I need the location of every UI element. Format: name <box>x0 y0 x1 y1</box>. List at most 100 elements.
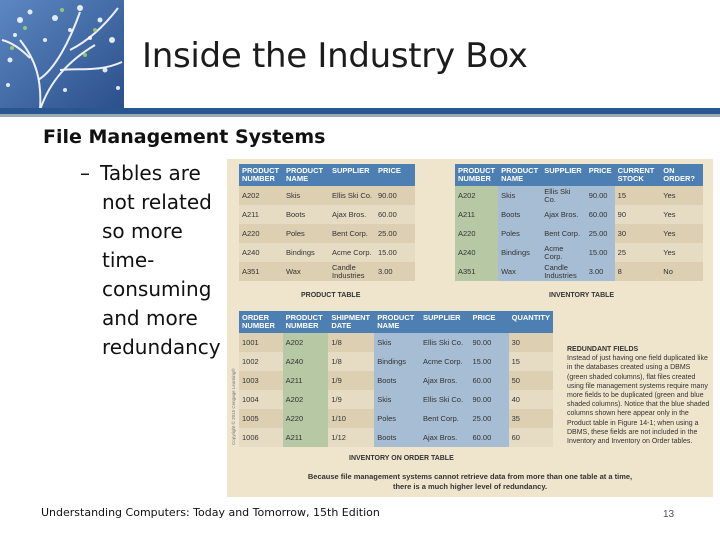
table-cell: 1/9 <box>328 390 375 409</box>
column-header: SUPPLIER <box>420 311 470 333</box>
table-row: 1001 A202 1/8 Skis Ellis Ski Co. 90.00 30 <box>239 333 553 352</box>
table-cell: 3.00 <box>585 262 615 281</box>
table-cell: Wax <box>283 262 329 281</box>
order-table: ORDER NUMBER PRODUCT NUMBER SHIPMENT DATE P… <box>239 311 553 447</box>
table-cell: 1/8 <box>328 352 375 371</box>
table-cell: 50 <box>508 371 553 390</box>
table-cell: A202 <box>282 333 329 352</box>
table-cell: Acme Corp. <box>329 243 375 262</box>
table-cell: 25 <box>614 243 661 262</box>
table-row: 1002 A240 1/8 Bindings Acme Corp. 15.00 15 <box>239 352 553 371</box>
redundant-fields-note: REDUNDANT FIELDS Instead of just having … <box>567 345 712 446</box>
table-cell: A202 <box>239 186 283 205</box>
table-cell: Bent Corp. <box>329 224 375 243</box>
table-cell: Ajax Bros. <box>420 428 470 447</box>
inventory-table-caption: INVENTORY TABLE <box>549 292 615 299</box>
table-cell: No <box>660 262 703 281</box>
table-cell: Ajax Bros. <box>420 371 470 390</box>
table-cell: 30 <box>614 224 661 243</box>
table-cell: Yes <box>660 205 703 224</box>
slide-title: Inside the Industry Box <box>142 36 528 76</box>
table-cell: Yes <box>660 224 703 243</box>
bullet-line: and more <box>102 306 198 330</box>
table-row: A351 Wax Candle Industries 3.00 8 No <box>455 262 703 281</box>
order-table-caption: INVENTORY ON ORDER TABLE <box>349 455 454 462</box>
table-header-row: PRODUCT NUMBER PRODUCT NAME SUPPLIER PRICE C… <box>455 164 703 186</box>
table-cell: A211 <box>282 371 329 390</box>
redundant-fields-heading: REDUNDANT FIELDS <box>567 346 639 353</box>
column-header: PRICE <box>585 164 615 186</box>
table-row: A211 Boots Ajax Bros. 60.00 <box>239 205 415 224</box>
slide-header: Inside the Industry Box <box>0 0 720 110</box>
table-cell: Skis <box>374 333 421 352</box>
bullet-line: redundancy <box>102 335 221 359</box>
table-row: A220 Poles Bent Corp. 25.00 <box>239 224 415 243</box>
table-cell: 1/10 <box>328 409 375 428</box>
table-cell: 8 <box>614 262 661 281</box>
table-cell: A202 <box>455 186 499 205</box>
table-cell: Bent Corp. <box>420 409 470 428</box>
product-table: PRODUCT NUMBER PRODUCT NAME SUPPLIER PRICE A… <box>239 164 415 281</box>
table-row: 1006 A211 1/12 Boots Ajax Bros. 60.00 60 <box>239 428 553 447</box>
bullet-line: Tables are <box>100 161 201 185</box>
table-cell: 1/8 <box>328 333 375 352</box>
table-row: A211 Boots Ajax Bros. 60.00 90 Yes <box>455 205 703 224</box>
table-cell: Poles <box>498 224 542 243</box>
column-header: PRODUCT NUMBER <box>282 311 329 333</box>
inventory-table: PRODUCT NUMBER PRODUCT NAME SUPPLIER PRICE C… <box>455 164 703 281</box>
column-header: PRICE <box>375 164 415 186</box>
table-cell: 1001 <box>239 333 283 352</box>
column-header: CURRENT STOCK <box>614 164 661 186</box>
bullet-line: consuming <box>102 277 212 301</box>
table-cell: 90 <box>614 205 661 224</box>
table-cell: 90.00 <box>469 390 509 409</box>
table-cell: A240 <box>239 243 283 262</box>
table-cell: 60.00 <box>375 205 415 224</box>
column-header: PRODUCT NAME <box>283 164 329 186</box>
table-cell: Ajax Bros. <box>329 205 375 224</box>
table-cell: Poles <box>283 224 329 243</box>
header-divider <box>0 108 720 114</box>
table-cell: Ellis Ski Co. <box>541 186 586 205</box>
table-row: 1004 A202 1/9 Skis Ellis Ski Co. 90.00 40 <box>239 390 553 409</box>
table-cell: A202 <box>282 390 329 409</box>
table-row: A220 Poles Bent Corp. 25.00 30 Yes <box>455 224 703 243</box>
bullet-line: time- <box>102 248 155 272</box>
table-cell: 15 <box>614 186 661 205</box>
column-header: ORDER NUMBER <box>239 311 283 333</box>
table-cell: 15.00 <box>375 243 415 262</box>
table-cell: Candle Industries <box>541 262 586 281</box>
table-cell: 60.00 <box>469 428 509 447</box>
column-header: PRODUCT NAME <box>498 164 542 186</box>
column-header: PRODUCT NUMBER <box>455 164 499 186</box>
table-cell: Boots <box>374 371 421 390</box>
table-cell: 25.00 <box>375 224 415 243</box>
table-row: A240 Bindings Acme Corp. 15.00 25 Yes <box>455 243 703 262</box>
table-cell: A240 <box>282 352 329 371</box>
page-number: 13 <box>663 509 675 520</box>
table-cell: Candle Industries <box>329 262 375 281</box>
table-cell: 90.00 <box>469 333 509 352</box>
table-cell: Bindings <box>374 352 421 371</box>
table-cell: 25.00 <box>585 224 615 243</box>
table-cell: 30 <box>508 333 553 352</box>
tree-decoration-icon <box>0 0 124 110</box>
table-cell: 90.00 <box>375 186 415 205</box>
table-row: A351 Wax Candle Industries 3.00 <box>239 262 415 281</box>
table-cell: 60 <box>508 428 553 447</box>
table-cell: 1004 <box>239 390 283 409</box>
table-cell: Skis <box>374 390 421 409</box>
table-cell: A211 <box>282 428 329 447</box>
table-cell: Yes <box>660 243 703 262</box>
bullet-line: so more <box>102 219 183 243</box>
figure-caption-line: there is a much higher level of redundan… <box>392 482 548 491</box>
section-heading: File Management Systems <box>43 126 326 148</box>
table-row: 1003 A211 1/9 Boots Ajax Bros. 60.00 50 <box>239 371 553 390</box>
table-row: A240 Bindings Acme Corp. 15.00 <box>239 243 415 262</box>
figure-caption: Because file management systems cannot r… <box>267 472 673 492</box>
table-header-row: PRODUCT NUMBER PRODUCT NAME SUPPLIER PRICE <box>239 164 415 186</box>
table-cell: Bindings <box>283 243 329 262</box>
table-cell: Poles <box>374 409 421 428</box>
table-cell: 1/9 <box>328 371 375 390</box>
redundant-fields-text: Instead of just having one field duplica… <box>567 355 710 446</box>
